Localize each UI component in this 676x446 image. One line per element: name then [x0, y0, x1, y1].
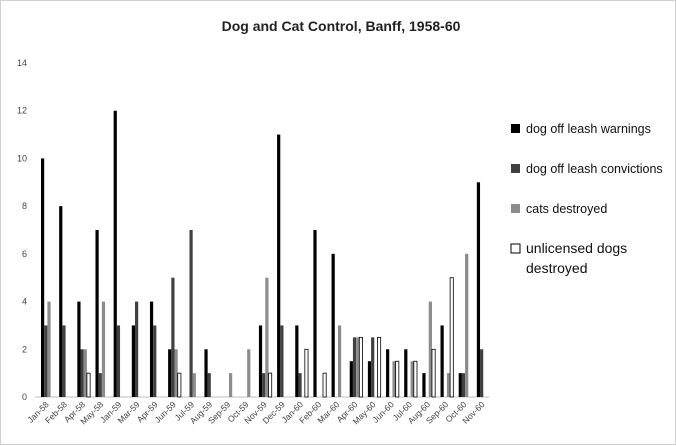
bar-cats-destroyed-May-58: [101, 301, 106, 397]
bar-unlicensed-dogs-destroyed-Nov-59: [268, 372, 273, 398]
bar-dog-off-leash-warnings-May-60: [367, 361, 372, 397]
bar-dog-off-leash-warnings-Mar-59: [131, 325, 135, 397]
y-tick-label: 14: [17, 58, 27, 68]
bars: [41, 110, 484, 398]
bar-dog-off-leash-convictions-Dec-59: [280, 325, 284, 397]
bar-unlicensed-dogs-destroyed-Apr-60: [358, 336, 363, 398]
chart-title: Dog and Cat Control, Banff, 1958-60: [222, 18, 461, 34]
bar-cats-destroyed-Apr-58: [83, 349, 87, 397]
bar-dog-off-leash-warnings-Jun-59: [168, 349, 172, 397]
bar-dog-off-leash-warnings-Apr-58: [77, 301, 81, 397]
bar-dog-off-leash-convictions-Nov-60: [480, 349, 484, 397]
x-axis: Jan-58Feb-58Apr-58May-58Jan-59Mar-59Apr-…: [25, 399, 486, 426]
bar-dog-off-leash-warnings-Jan-59: [113, 110, 117, 397]
bar-dog-off-leash-warnings-Jan-60: [295, 325, 299, 397]
bar-dog-off-leash-convictions-Apr-59: [153, 325, 157, 397]
bar-cats-destroyed-Jun-60: [392, 361, 396, 397]
bar-dog-off-leash-convictions-Mar-59: [135, 301, 139, 397]
bar-unlicensed-dogs-destroyed-Jul-60: [413, 360, 418, 398]
bar-dog-off-leash-warnings-Sep-60: [440, 325, 444, 397]
bar-dog-off-leash-convictions-Jan-58: [44, 325, 48, 397]
bar-unlicensed-dogs-destroyed-Feb-60: [322, 372, 327, 398]
bar-cats-destroyed-Aug-60: [428, 301, 432, 397]
bar-unlicensed-dogs-destroyed-May-60: [377, 336, 382, 398]
bar-dog-off-leash-warnings-Aug-60: [422, 373, 426, 397]
bar-dog-off-leash-warnings-Mar-60: [331, 253, 335, 397]
bar-cats-destroyed-Sep-59: [229, 373, 233, 397]
bar-dog-off-leash-warnings-Feb-60: [313, 230, 317, 397]
bar-dog-off-leash-warnings-Nov-59: [258, 325, 263, 397]
bar-unlicensed-dogs-destroyed-Aug-60: [431, 348, 436, 398]
bar-dog-off-leash-warnings-Nov-60: [476, 182, 481, 397]
bar-dog-off-leash-warnings-Dec-59: [277, 134, 281, 398]
bar-dog-off-leash-warnings-May-58: [95, 230, 99, 397]
bar-dog-off-leash-convictions-May-60: [371, 337, 375, 397]
bar-dog-off-leash-convictions-Feb-58: [62, 325, 66, 397]
bar-dog-off-leash-warnings-Apr-60: [349, 361, 353, 397]
y-tick-label: 4: [22, 297, 27, 307]
bar-dog-off-leash-warnings-Jul-60: [404, 349, 408, 397]
bar-dog-off-leash-convictions-Jun-59: [171, 277, 175, 397]
bar-cats-destroyed-Oct-60: [465, 253, 469, 397]
legend-swatch: [511, 124, 520, 133]
bar-cats-destroyed-Jul-59: [192, 373, 196, 397]
bar-dog-off-leash-convictions-May-58: [98, 373, 102, 397]
bar-unlicensed-dogs-destroyed-Sep-60: [449, 277, 454, 398]
bar-unlicensed-dogs-destroyed-Apr-58: [86, 372, 91, 398]
legend: dog off leash warnings dog off leash conv…: [510, 122, 663, 276]
legend-swatch: [511, 204, 520, 213]
bar-dog-off-leash-convictions-Jan-59: [116, 325, 121, 397]
bar-cats-destroyed-Jun-59: [174, 349, 178, 397]
y-tick-label: 8: [22, 201, 27, 211]
bar-cats-destroyed-Oct-59: [247, 349, 251, 397]
y-tick-label: 10: [17, 153, 27, 163]
bar-unlicensed-dogs-destroyed-Jan-60: [304, 348, 309, 398]
legend-swatch: [510, 243, 521, 254]
bar-cats-destroyed-Jan-58: [47, 301, 51, 397]
bar-cats-destroyed-Sep-60: [446, 373, 451, 397]
bar-dog-off-leash-warnings-Feb-58: [59, 206, 63, 397]
bar-dog-off-leash-convictions-Jan-60: [298, 373, 302, 397]
legend-label: cats destroyed: [526, 202, 607, 216]
y-tick-label: 6: [22, 249, 27, 259]
bar-dog-off-leash-convictions-Oct-60: [461, 373, 466, 397]
bar-dog-off-leash-convictions-Apr-60: [352, 337, 357, 397]
bar-dog-off-leash-convictions-Apr-58: [80, 349, 84, 397]
bar-dog-off-leash-convictions-Aug-59: [207, 373, 211, 397]
bar-cats-destroyed-Apr-60: [356, 337, 360, 397]
bar-dog-off-leash-warnings-Aug-59: [204, 349, 208, 397]
bar-unlicensed-dogs-destroyed-Jun-59: [177, 372, 182, 398]
legend-label: dog off leash convictions: [526, 162, 663, 176]
legend-swatch: [511, 164, 520, 173]
y-tick-label: 0: [22, 392, 27, 402]
legend-label: dog off leash warnings: [526, 122, 651, 136]
y-tick-label: 2: [22, 344, 27, 354]
bar-cats-destroyed-Nov-59: [265, 277, 269, 397]
bar-dog-off-leash-warnings-Jun-60: [386, 349, 390, 397]
bar-unlicensed-dogs-destroyed-Jun-60: [395, 360, 400, 398]
y-tick-label: 12: [17, 106, 27, 116]
bar-dog-off-leash-warnings-Jan-58: [41, 158, 45, 397]
bar-dog-off-leash-convictions-Nov-59: [262, 373, 266, 397]
legend-label: unlicensed dogs destroyed: [526, 240, 627, 276]
bar-dog-off-leash-warnings-Apr-59: [149, 301, 154, 397]
bar-cats-destroyed-Jul-60: [410, 361, 414, 397]
y-axis: 0 2 4 6 8 10 12 14: [17, 58, 489, 402]
bar-cats-destroyed-Mar-60: [337, 325, 342, 397]
bar-dog-off-leash-convictions-Jul-59: [189, 230, 193, 397]
bar-dog-off-leash-warnings-Oct-60: [458, 373, 462, 397]
